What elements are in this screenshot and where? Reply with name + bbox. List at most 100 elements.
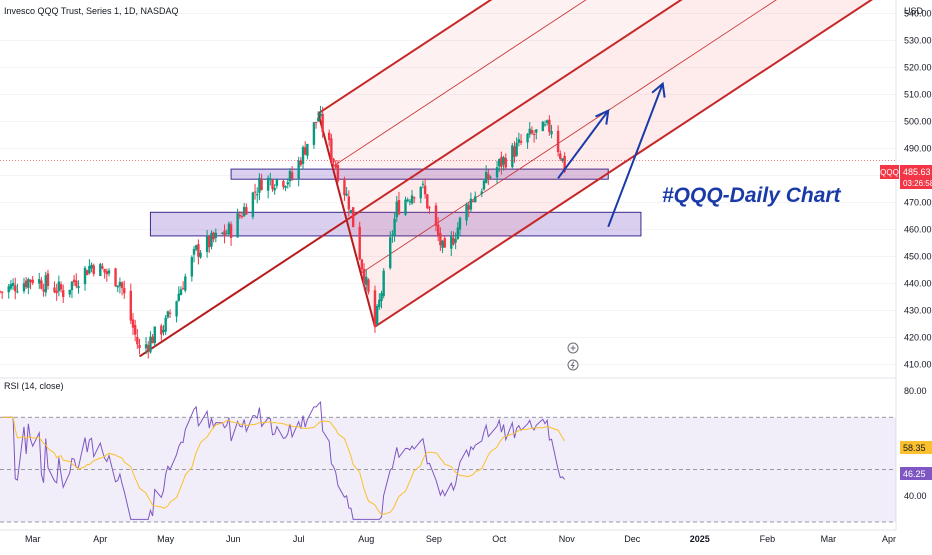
candle-body [133,324,137,335]
candle-body [454,239,457,243]
candle-body [550,131,553,135]
chart-tools[interactable] [567,342,579,371]
fork-inner-upper [332,0,587,168]
price-tick-label: 500.00 [904,117,932,127]
time-tick-label: Sep [426,534,442,544]
candle-body [123,288,126,294]
candle-body [426,194,429,209]
candle-body [90,264,93,269]
time-tick-label: Aug [358,534,374,544]
candle-body [284,186,287,188]
candle-body [559,153,562,159]
candle-body [504,158,507,168]
time-tick-label: Oct [492,534,507,544]
candle-body [177,293,180,301]
price-tick-label: 420.00 [904,333,932,343]
candle-body [465,204,468,221]
candle-body [129,290,133,321]
candle-body [406,199,409,201]
candle-body [266,177,270,191]
candle-body [391,234,394,237]
candle-body [149,336,152,353]
price-tick-label: 540.00 [904,9,932,19]
candle-body [166,311,170,318]
candle-body [467,205,470,210]
candle-body [436,224,440,236]
candle-body [362,268,366,284]
candle-body [256,194,259,196]
candle-body [347,196,351,210]
candle-body [541,121,545,132]
candle-body [532,133,536,135]
candle-body [72,279,76,283]
candle-body [107,270,111,274]
candle-body [312,122,316,145]
fork-inner-lower [360,0,777,274]
candle-body [62,290,65,297]
candle-body [164,317,167,332]
price-tick-label: 530.00 [904,36,932,46]
symbol-badge [880,165,899,179]
candle-body [275,179,279,186]
price-tick-label: 470.00 [904,198,932,208]
candle-body [373,290,377,327]
candle-body [548,119,551,132]
candle-body [236,213,239,238]
rsi-badges: 58.35 46.25 [900,441,932,480]
candle-body [502,157,505,165]
candle-body [114,268,117,287]
candle-body [0,291,4,293]
time-tick-label: Dec [624,534,641,544]
candle-body [423,185,427,195]
candle-body [365,276,368,285]
candle-body [208,235,211,248]
candle-body [321,114,324,133]
candle-body [528,128,531,135]
grid-lines [0,0,897,531]
candle-body [86,270,89,276]
candle-body [38,279,41,284]
candle-body [83,267,87,285]
candle-body [199,252,202,258]
time-tick-label: Mar [821,534,837,544]
candle-body [181,288,185,290]
candle-body [349,209,353,213]
candle-body [59,284,63,290]
candle-body [474,196,477,203]
candle-body [428,207,431,209]
candle-body [367,279,370,292]
candle-body [238,214,242,217]
time-tick-label: Jun [226,534,241,544]
last-price-badge: QQQ 485.63 03:26:58 [880,165,932,189]
candle-body [27,279,30,288]
candle-body [389,237,392,269]
price-axis[interactable]: 410.00 420.00 430.00 440.00 450.00 460.00 470.… [904,9,932,501]
candle-body [24,280,28,288]
rsi-ma-badge [900,441,932,454]
pitchfork[interactable] [138,0,930,358]
time-axis[interactable]: Mar Apr May Jun Jul Aug Sep Oct Nov Dec 2025 Feb Mar… [25,534,896,544]
candle-body [7,286,10,293]
price-tick-label: 490.00 [904,144,932,154]
last-price-label: 485.63 [903,167,931,177]
price-tick-label: 410.00 [904,360,932,370]
projection-arrow [607,83,664,228]
time-tick-label: Jul [293,534,305,544]
countdown-label: 03:26:58 [903,179,932,188]
candle-body [345,193,348,196]
rsi-ma-value: 58.35 [903,443,926,453]
last-price-box [900,165,932,189]
candle-body [375,305,379,325]
arrow-head [595,109,610,125]
candle-body [44,275,47,293]
candle-body [469,198,473,210]
candle-body [99,264,102,277]
time-tick-label: Nov [559,534,576,544]
candle-body [103,268,106,273]
price-tick-label: 520.00 [904,63,932,73]
projection-arrows[interactable] [557,81,666,228]
time-tick-label: 2025 [690,534,710,544]
